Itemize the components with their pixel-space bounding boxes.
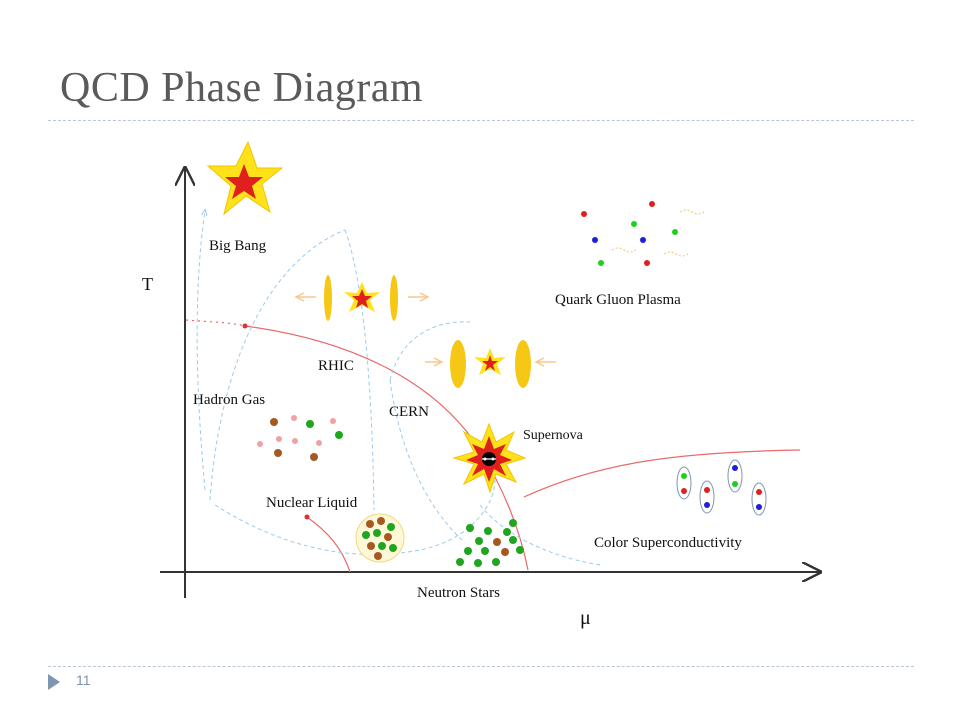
- title-divider: [48, 120, 914, 121]
- supernova-burst-icon: [452, 422, 527, 494]
- trajectory-rhic-descent: [344, 229, 375, 511]
- x-axis-label: μ: [580, 607, 591, 629]
- critical-point: [242, 323, 248, 329]
- footer-arrow-icon: [48, 674, 60, 690]
- label-supernova: Supernova: [523, 428, 584, 443]
- label-rhic: RHIC: [318, 358, 354, 374]
- label-neutron-stars: Neutron Stars: [417, 585, 500, 601]
- label-hadron-gas: Hadron Gas: [193, 392, 265, 408]
- trajectory-nuclear-to-supernova: [214, 479, 496, 555]
- phase-boundary-color-superconductor: [523, 449, 801, 498]
- trajectory-cern-descent: [389, 379, 463, 541]
- label-quark-gluon-plasma: Quark Gluon Plasma: [555, 292, 681, 308]
- trajectory-big-bang: [196, 210, 205, 491]
- rhic-collision-icon: [294, 275, 430, 321]
- label-nuclear-liquid: Nuclear Liquid: [266, 495, 358, 511]
- color-superconductivity-pairs: [676, 459, 767, 516]
- trajectory-rhic-outer: [209, 229, 346, 501]
- footer-divider: [48, 666, 914, 667]
- label-cern: CERN: [389, 404, 429, 420]
- nucleus-icon: [355, 513, 405, 563]
- phase-boundary-nuclear-liquid: [306, 516, 351, 573]
- trajectory-neutron-stars: [479, 504, 601, 566]
- slide-number: 11: [76, 672, 91, 688]
- nuclear-critical-point: [304, 514, 310, 520]
- y-axis-label: T: [142, 274, 153, 294]
- label-color-superconductivity: Color Superconductivity: [594, 535, 742, 551]
- phase-boundary-dotted: [185, 319, 246, 327]
- slide-title: QCD Phase Diagram: [60, 65, 424, 111]
- big-bang-star-icon: [206, 140, 284, 216]
- neutron-star-particles: [456, 519, 524, 567]
- quark-gluon-plasma-particles: [581, 201, 705, 266]
- label-big-bang: Big Bang: [209, 238, 267, 254]
- cern-collision-icon: [425, 340, 556, 388]
- hadron-gas-particles: [257, 415, 343, 461]
